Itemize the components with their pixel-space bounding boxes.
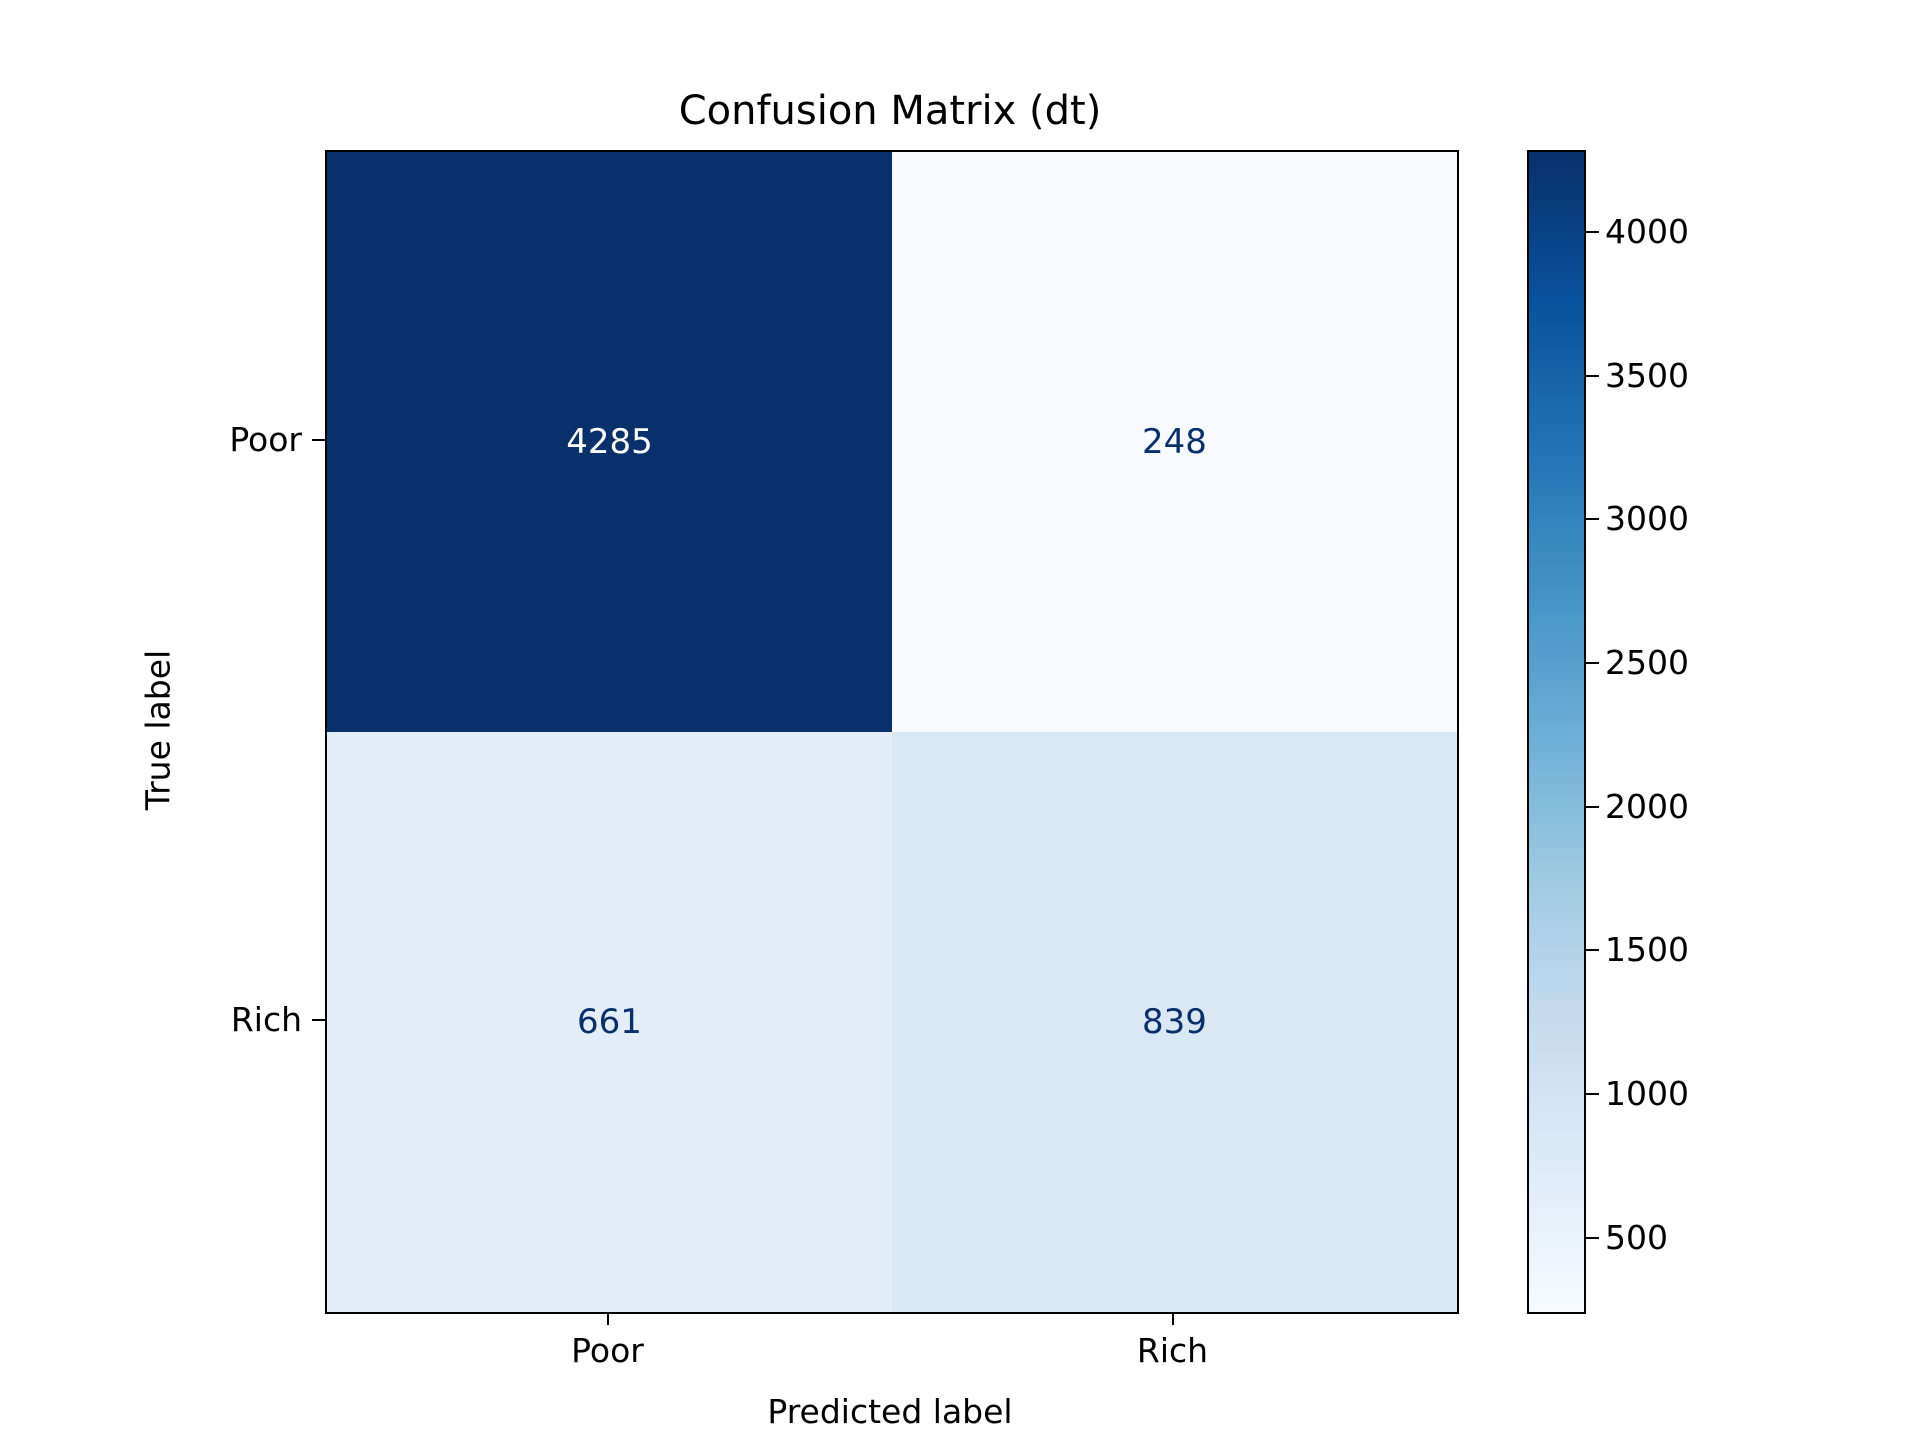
colorbar-tick-mark xyxy=(1586,374,1599,377)
cell-value: 839 xyxy=(1142,1002,1207,1042)
cell-value: 661 xyxy=(577,1002,642,1042)
x-tick-mark xyxy=(1171,1312,1174,1325)
colorbar-tick-label-2500: 2500 xyxy=(1605,642,1689,682)
colorbar-tick-mark xyxy=(1586,805,1599,808)
colorbar-tick-mark xyxy=(1586,1092,1599,1095)
colorbar-tick-label-3000: 3000 xyxy=(1605,499,1689,539)
x-tick-label-Poor: Poor xyxy=(571,1331,644,1370)
y-tick-label-Poor: Poor xyxy=(229,420,302,459)
cell-value: 4285 xyxy=(566,422,653,462)
x-axis-label: Predicted label xyxy=(767,1392,1013,1431)
colorbar-tick-mark xyxy=(1586,661,1599,664)
y-tick-mark xyxy=(312,439,325,441)
y-axis-label: True label xyxy=(138,649,178,811)
colorbar-tick-label-2000: 2000 xyxy=(1605,786,1689,826)
colorbar-tick-label-500: 500 xyxy=(1605,1217,1668,1257)
colorbar-tick-mark xyxy=(1586,230,1599,233)
colorbar-tick-label-1500: 1500 xyxy=(1605,930,1689,970)
x-tick-label-Rich: Rich xyxy=(1136,1331,1209,1370)
y-tick-label-Rich: Rich xyxy=(230,1000,302,1039)
heatmap-cell-Poor-Rich: 248 xyxy=(892,152,1457,732)
colorbar-tick-mark xyxy=(1586,1236,1599,1239)
colorbar xyxy=(1527,150,1586,1314)
heatmap-cell-Rich-Rich: 839 xyxy=(892,732,1457,1312)
colorbar-tick-mark xyxy=(1586,949,1599,952)
heatmap-cell-Poor-Poor: 4285 xyxy=(327,152,892,732)
colorbar-tick-label-4000: 4000 xyxy=(1605,211,1689,251)
heatmap-plot: 4285 248 661 839 xyxy=(325,150,1459,1314)
x-tick-mark xyxy=(606,1312,609,1325)
chart-title: Confusion Matrix (dt) xyxy=(678,88,1102,134)
heatmap-cell-Rich-Poor: 661 xyxy=(327,732,892,1312)
cell-value: 248 xyxy=(1142,422,1207,462)
colorbar-tick-mark xyxy=(1586,518,1599,521)
colorbar-tick-label-1000: 1000 xyxy=(1605,1073,1689,1113)
y-tick-mark xyxy=(312,1019,325,1021)
colorbar-tick-label-3500: 3500 xyxy=(1605,355,1689,395)
